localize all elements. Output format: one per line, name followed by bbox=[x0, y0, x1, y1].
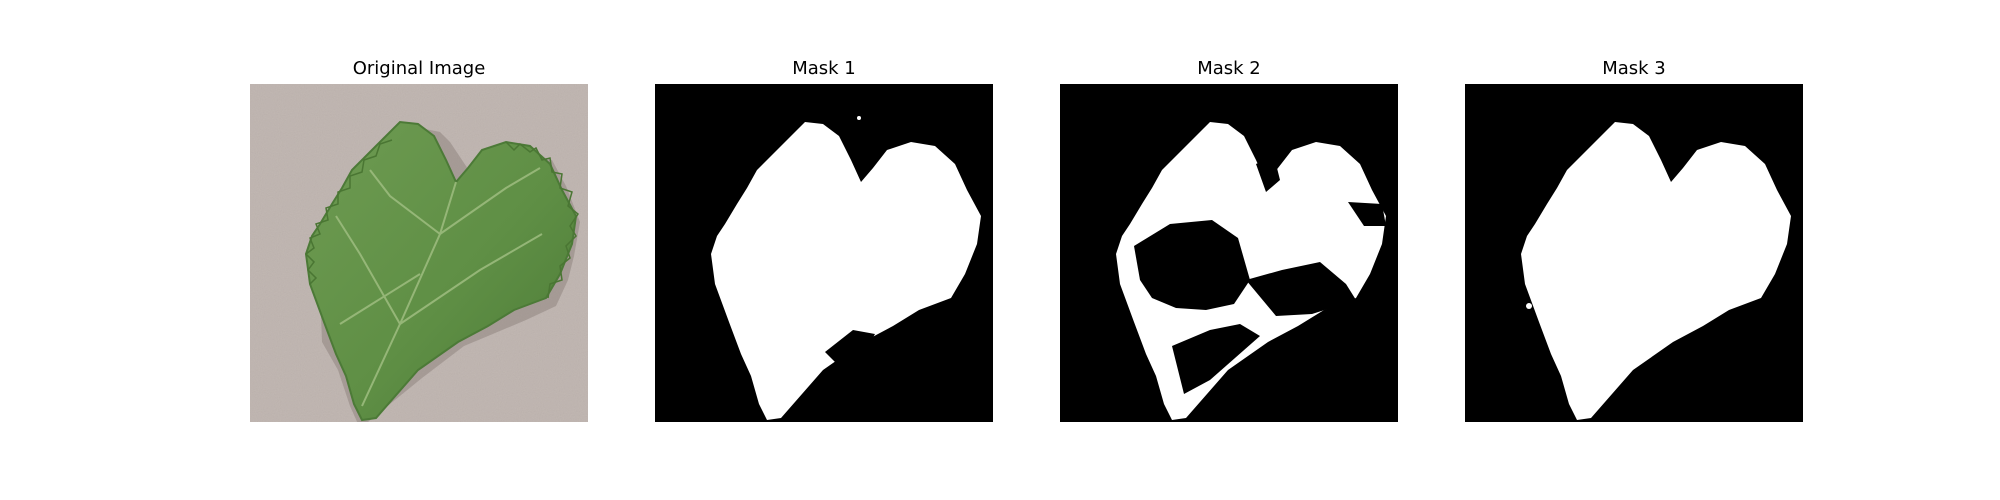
panel-mask-2: Mask 2 bbox=[1060, 0, 1398, 430]
original-image bbox=[250, 84, 588, 422]
mask-1-image bbox=[655, 84, 993, 422]
panel-title: Original Image bbox=[352, 58, 486, 79]
mask-2-image bbox=[1060, 84, 1398, 422]
leaf-veins bbox=[335, 167, 543, 407]
panel-title: Mask 1 bbox=[792, 58, 856, 79]
mask-3-image bbox=[1465, 84, 1803, 422]
panel-mask-1: Mask 1 bbox=[655, 0, 993, 430]
panel-original-image: Original Image bbox=[250, 0, 588, 430]
panel-mask-3: Mask 3 bbox=[1465, 0, 1803, 430]
panel-title: Mask 3 bbox=[1602, 58, 1666, 79]
panel-title: Mask 2 bbox=[1197, 58, 1261, 79]
mask-1-region bbox=[711, 122, 981, 420]
mask-3-region bbox=[1521, 122, 1791, 420]
leaf bbox=[304, 120, 578, 422]
